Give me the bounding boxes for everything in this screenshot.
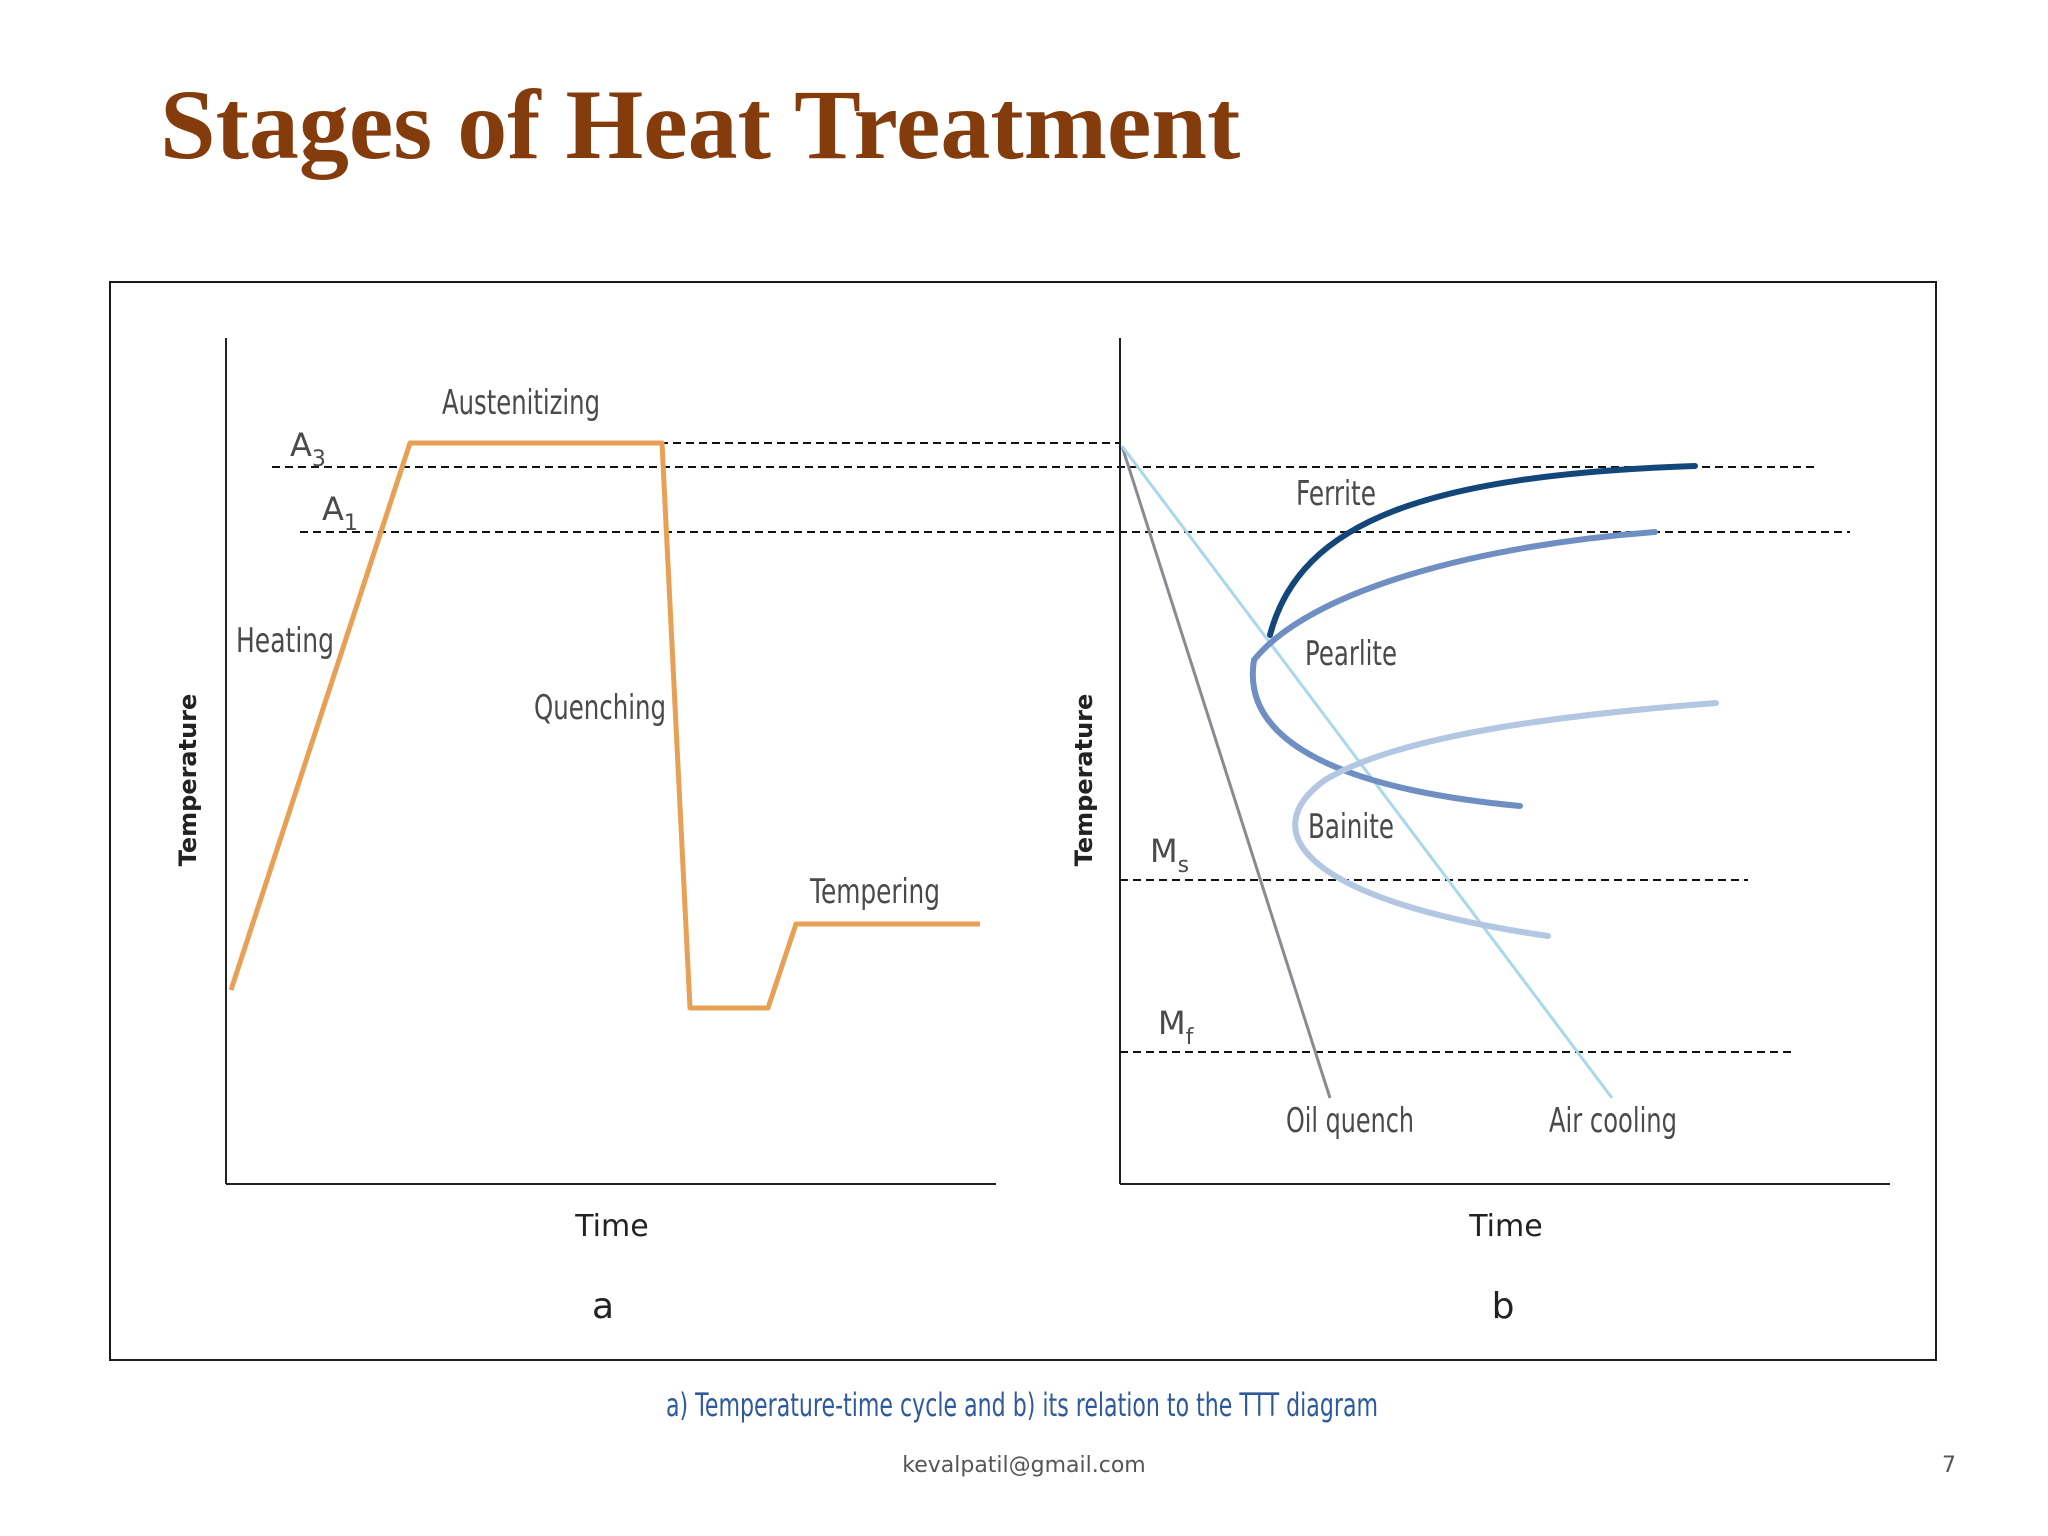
ferrite-label: Ferrite (1296, 474, 1376, 514)
heating-label: Heating (236, 621, 334, 661)
panel-b-y-axis-title: Temperature (1070, 694, 1098, 867)
pearlite-curve (1249, 529, 1658, 809)
air-cooling-line (1120, 445, 1614, 1099)
temperature-time-cycle-line (228, 440, 980, 1011)
mf-label: Mf (1158, 1004, 1195, 1050)
footer-email: kevalpatil@gmail.com (902, 1453, 1146, 1478)
panel-b-label: b (1492, 1286, 1515, 1327)
air-cooling-label: Air cooling (1549, 1101, 1677, 1141)
ms-label: Ms (1150, 832, 1189, 878)
tempering-label: Tempering (809, 872, 940, 912)
figure-frame (109, 281, 1937, 1361)
panel-a: A3 A1 Heating Austenitizing Quenching Te… (174, 338, 1850, 1327)
slide-title: Stages of Heat Treatment (160, 69, 1241, 180)
panel-b: Ms Mf Ferrite Pearlite Bainite Oil quenc… (1070, 338, 1890, 1327)
a1-label: A1 (322, 490, 358, 536)
pearlite-label: Pearlite (1305, 634, 1397, 674)
panel-b-x-axis-title: Time (1468, 1209, 1542, 1244)
austenitizing-label: Austenitizing (442, 383, 600, 423)
quenching-label: Quenching (534, 688, 666, 728)
bainite-curve (1292, 700, 1719, 939)
oil-quench-line (1120, 445, 1332, 1099)
page-number: 7 (1942, 1453, 1956, 1478)
panel-a-y-axis-title: Temperature (174, 694, 202, 867)
figure-caption: a) Temperature-time cycle and b) its rel… (666, 1386, 1378, 1424)
ferrite-curve (1267, 463, 1698, 638)
oil-quench-label: Oil quench (1286, 1101, 1414, 1141)
a3-label: A3 (290, 426, 326, 472)
panel-a-x-axis-title: Time (574, 1209, 648, 1244)
bainite-label: Bainite (1308, 807, 1394, 847)
panel-a-label: a (592, 1286, 614, 1327)
